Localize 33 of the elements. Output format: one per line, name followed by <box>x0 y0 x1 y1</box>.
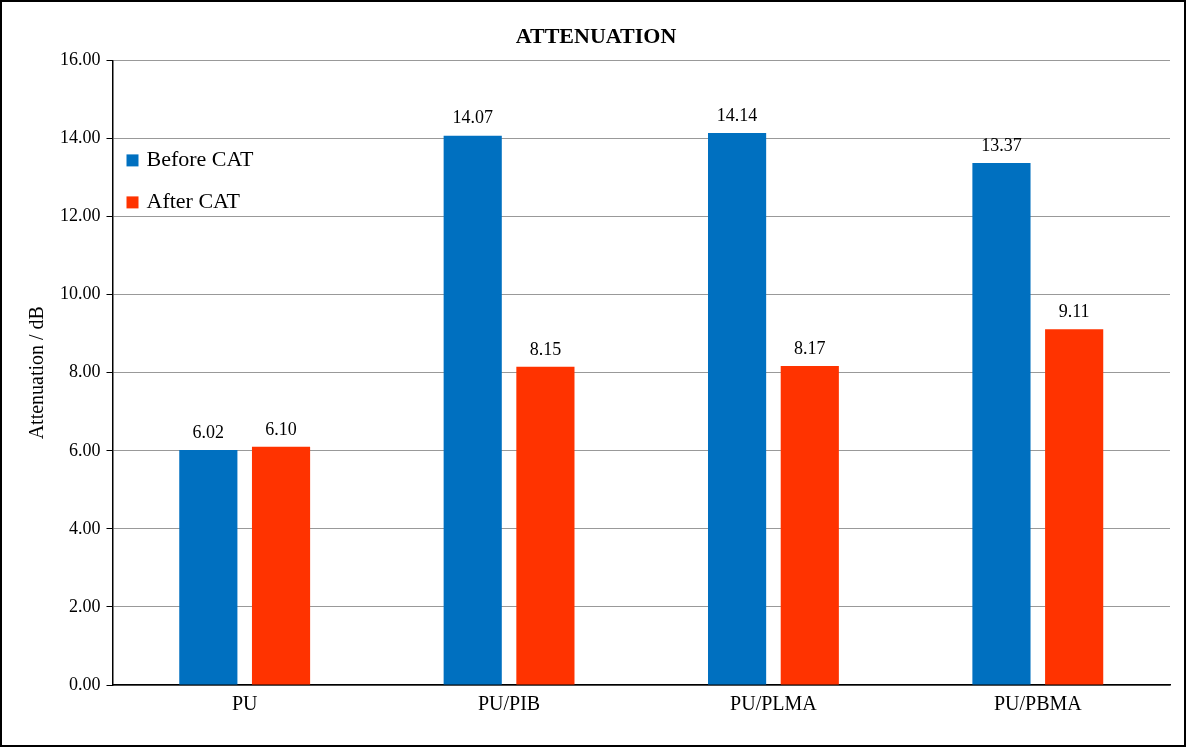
y-tick-label: 12.00 <box>60 205 101 226</box>
y-tick-label: 16.00 <box>60 49 101 70</box>
y-tick-label: 2.00 <box>69 595 101 616</box>
x-tick-label: PU <box>231 692 259 715</box>
y-axis-title: Attenuation / dB <box>25 306 48 440</box>
bar <box>179 449 238 685</box>
bar <box>251 446 311 685</box>
chart-title: ATTENUATION <box>515 22 677 48</box>
y-tick-label: 14.00 <box>60 127 101 148</box>
x-tick-label: PU/PBMA <box>993 692 1083 715</box>
bar <box>516 366 575 685</box>
data-label: 14.14 <box>716 104 758 125</box>
legend-label: After CAT <box>146 188 241 214</box>
data-label: 6.10 <box>265 418 297 439</box>
y-tick-label: 8.00 <box>69 361 101 382</box>
bar <box>443 135 502 685</box>
bar <box>1045 329 1104 685</box>
bar <box>708 133 767 685</box>
data-label: 8.15 <box>529 338 562 359</box>
bar <box>780 366 839 685</box>
y-tick-label: 6.00 <box>69 439 101 460</box>
data-label: 8.17 <box>794 337 826 358</box>
y-tick-label: 10.00 <box>60 283 101 304</box>
y-tick-label: 4.00 <box>69 517 101 538</box>
data-label: 13.37 <box>981 134 1022 155</box>
data-label: 14.07 <box>452 107 493 128</box>
y-tick-label: 0.00 <box>69 673 101 694</box>
legend-label: Before CAT <box>146 146 254 172</box>
data-label: 6.02 <box>192 421 225 442</box>
bar <box>972 163 1031 685</box>
x-tick-label: PU/PIB <box>477 692 541 715</box>
data-label: 9.11 <box>1058 301 1090 322</box>
x-tick-label: PU/PLMA <box>730 692 818 715</box>
